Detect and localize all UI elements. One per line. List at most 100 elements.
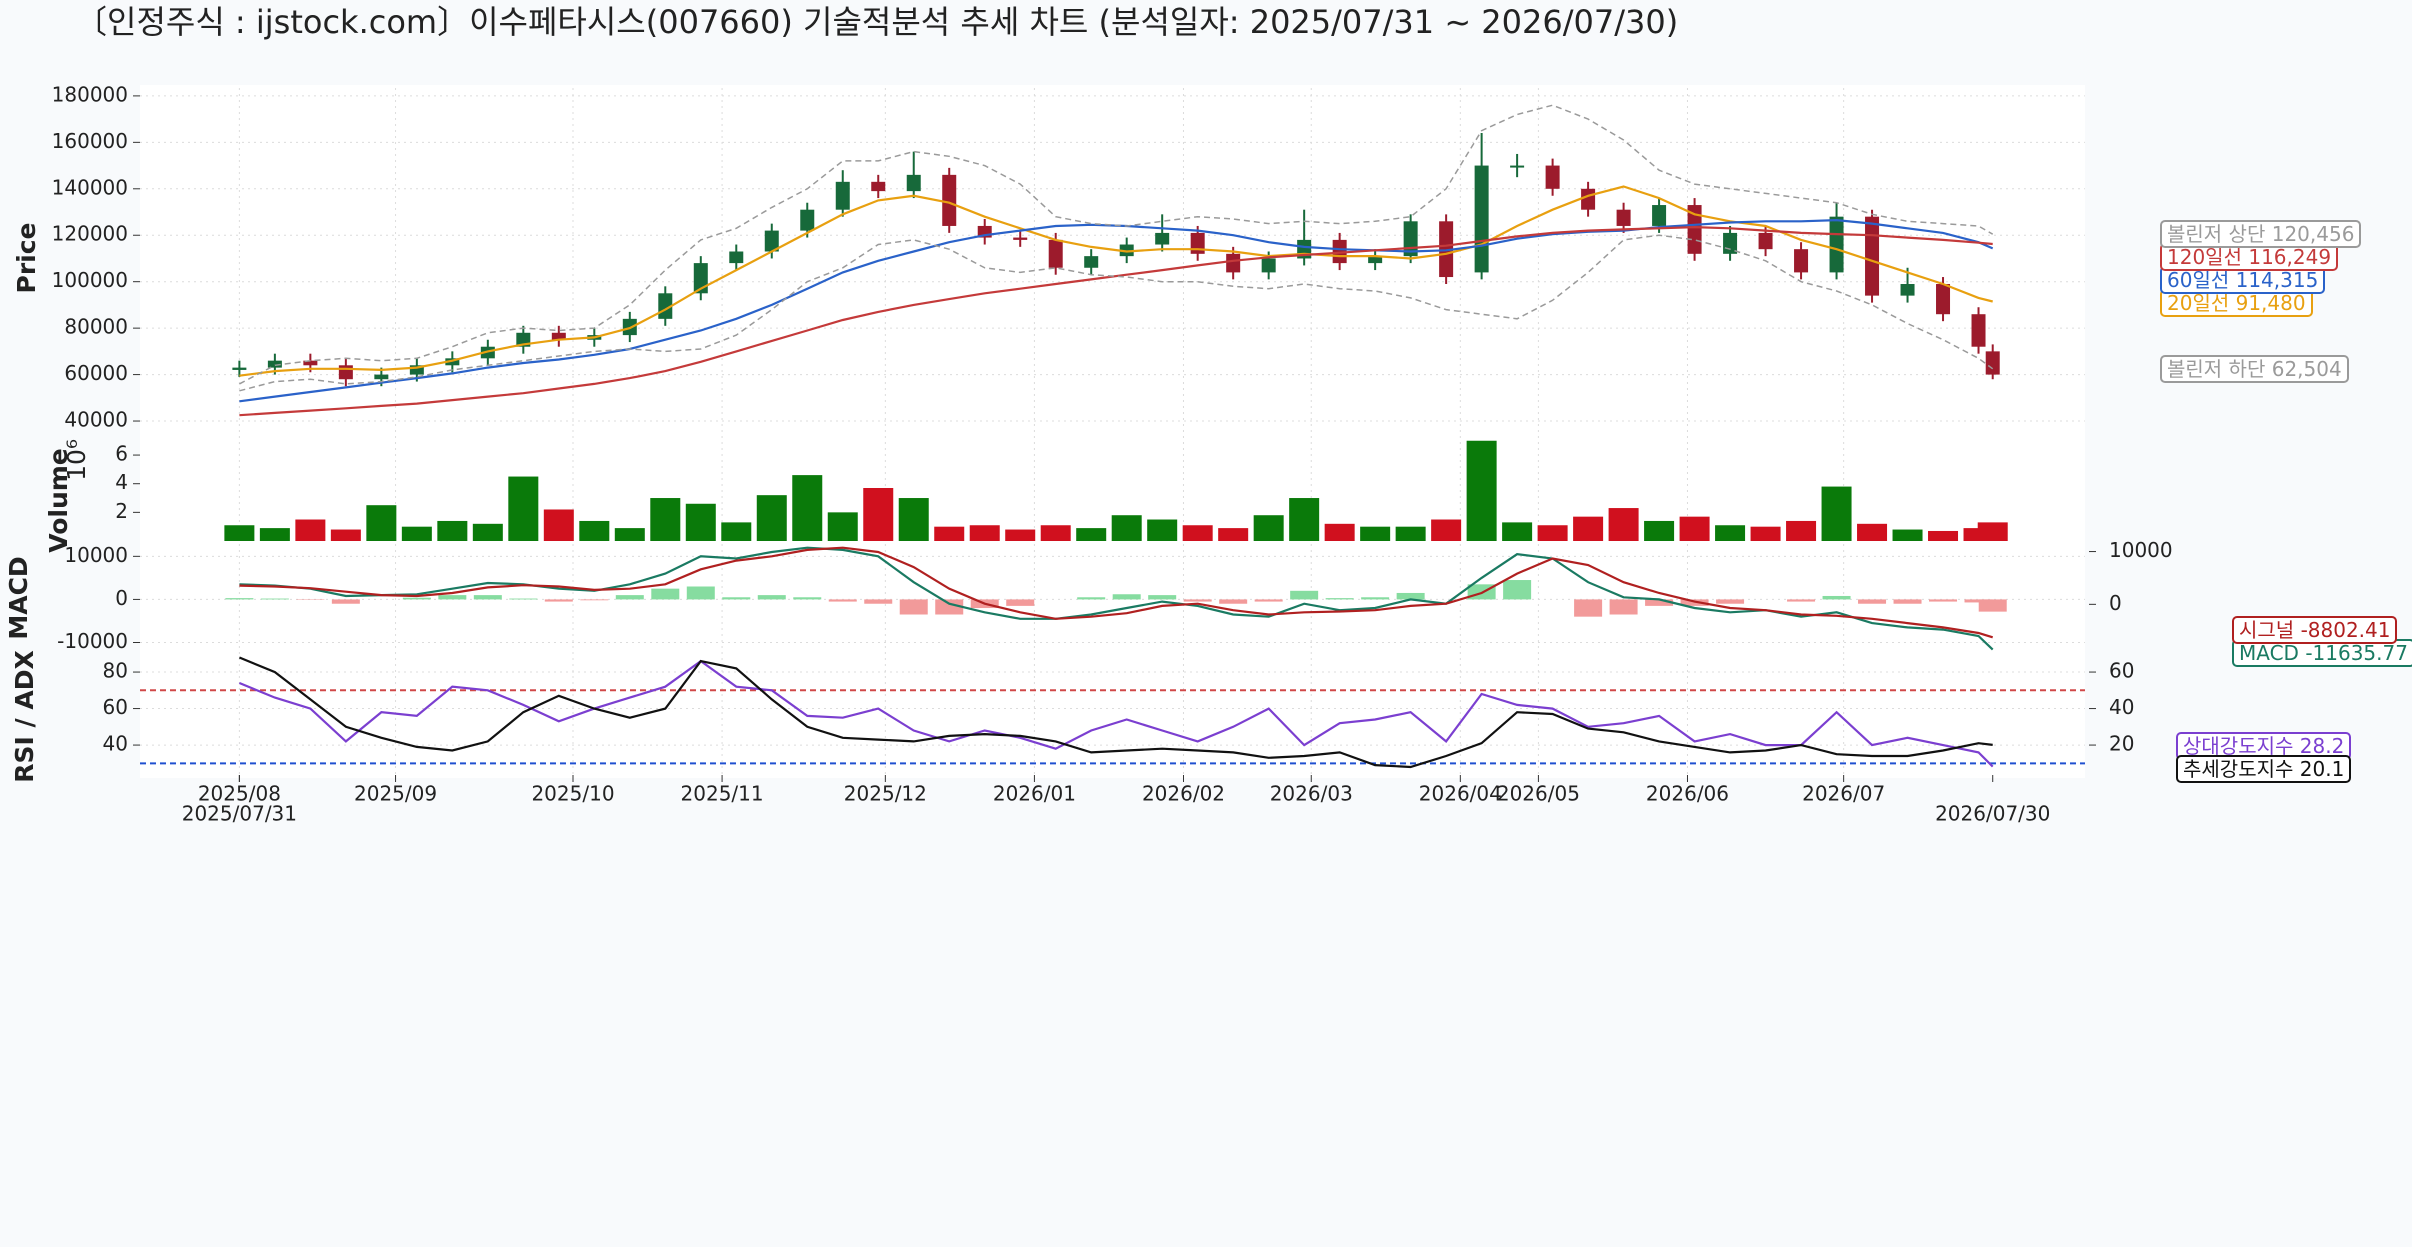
volume-bar [1821, 486, 1852, 541]
histogram-bar [1148, 595, 1177, 600]
candle-body [1119, 244, 1134, 257]
histogram-bar [651, 588, 680, 600]
volume-bar [437, 520, 468, 541]
candle-body [303, 360, 318, 366]
volume-bar [685, 503, 716, 541]
histogram-bar [1290, 590, 1319, 600]
series-line [239, 185, 1993, 377]
candle-body [764, 230, 779, 252]
histogram-bar [1645, 599, 1674, 606]
candle-body [1190, 232, 1205, 254]
histogram-bar [615, 595, 644, 600]
candle-body [232, 367, 247, 370]
candle-body [800, 209, 815, 231]
y-tick-label: -10000 [57, 629, 128, 653]
histogram-bar [509, 598, 538, 600]
y-tick-label: 60 [103, 695, 128, 719]
volume-bar [1573, 516, 1604, 541]
histogram-bar [1219, 599, 1248, 604]
y-tick-label: 80 [103, 659, 128, 683]
histogram-bar [1254, 599, 1283, 602]
histogram-bar [1858, 599, 1887, 604]
candle-body [409, 365, 424, 375]
histogram-bar [1964, 599, 1993, 603]
label-value: -11635.77 [2305, 641, 2408, 665]
y-tick-label: 60000 [64, 361, 128, 385]
histogram-bar [1822, 595, 1851, 600]
label-value: 120,456 [2271, 222, 2355, 246]
volume-bar [1182, 525, 1213, 541]
volume-bar [1289, 498, 1320, 541]
volume-bar [508, 476, 539, 541]
volume-bar [1644, 520, 1675, 541]
label-value: 114,315 [2235, 268, 2319, 292]
candle-body [835, 181, 850, 210]
y-tick-label: 160000 [52, 129, 128, 153]
histogram-bar [544, 599, 573, 602]
histogram-bar [757, 595, 786, 600]
volume-bar [1786, 520, 1817, 541]
x-tick-label: 2025/11 [681, 782, 764, 806]
end-label: 추세강도지수 20.1 [2176, 755, 2352, 783]
volume-bar [1679, 516, 1710, 541]
x-tick-label: 2025/08 [198, 782, 281, 806]
candle-body [338, 365, 353, 380]
x-tick-label: 2026/06 [1646, 782, 1729, 806]
volume-bar [650, 498, 681, 541]
y-tick-label: 120000 [52, 222, 128, 246]
histogram-bar [1716, 599, 1745, 604]
volume-bar [969, 525, 1000, 541]
y-tick-label: 80000 [64, 315, 128, 339]
volume-bar [1040, 525, 1071, 541]
volume-bar [756, 495, 787, 541]
volume-bar [401, 526, 432, 541]
candle-body [1616, 209, 1631, 226]
volume-bar [330, 529, 361, 541]
label-name: 60일선 [2167, 268, 2230, 292]
volume-bar [614, 528, 645, 541]
volume-bar [898, 498, 929, 541]
y-tick-label: 2 [115, 499, 128, 523]
label-name: 볼린저 상단 [2167, 222, 2266, 246]
y2-tick-label: 0 [2109, 591, 2122, 615]
series-line [238, 659, 1994, 768]
histogram-bar [1978, 599, 2007, 612]
volume-bar [366, 505, 397, 541]
candle-body [1084, 256, 1099, 268]
volume-bar [1431, 519, 1462, 541]
y-axis-label: RSI / ADX [10, 650, 39, 782]
histogram-bar [899, 599, 928, 615]
volume-bar [1360, 526, 1391, 541]
volume-bar [721, 522, 752, 541]
candle-body [977, 225, 992, 238]
plot-area [140, 85, 2085, 778]
x-tick-label: 2026/04 [1419, 782, 1502, 806]
y-tick-label: 100000 [52, 268, 128, 292]
volume-bar [1537, 525, 1568, 541]
y2-tick-label: 40 [2109, 695, 2134, 719]
histogram-bar [1325, 598, 1354, 600]
volume-bar [1502, 522, 1533, 541]
histogram-bar [1396, 592, 1425, 600]
candle-body [1510, 165, 1525, 168]
candle-body [1652, 205, 1667, 226]
volume-bar [1608, 508, 1639, 541]
end-label: 볼린저 하단 62,504 [2160, 355, 2349, 383]
histogram-bar [864, 599, 893, 604]
y-tick-label: 180000 [52, 82, 128, 106]
volume-bar [579, 520, 610, 541]
histogram-bar [793, 597, 822, 600]
label-name: 추세강도지수 [2183, 757, 2294, 781]
histogram-bar [580, 599, 609, 601]
candle-body [1155, 232, 1170, 245]
x-tick-label: 2026/07/30 [1935, 802, 2050, 826]
volume-bar [1076, 528, 1107, 541]
x-tick-label: 2026/02 [1142, 782, 1225, 806]
histogram-bar [828, 599, 857, 602]
candle-body [267, 360, 282, 368]
histogram-bar [686, 586, 715, 600]
volume-bar [827, 512, 858, 541]
candle-body [1900, 284, 1915, 296]
histogram-bar [1006, 599, 1035, 606]
